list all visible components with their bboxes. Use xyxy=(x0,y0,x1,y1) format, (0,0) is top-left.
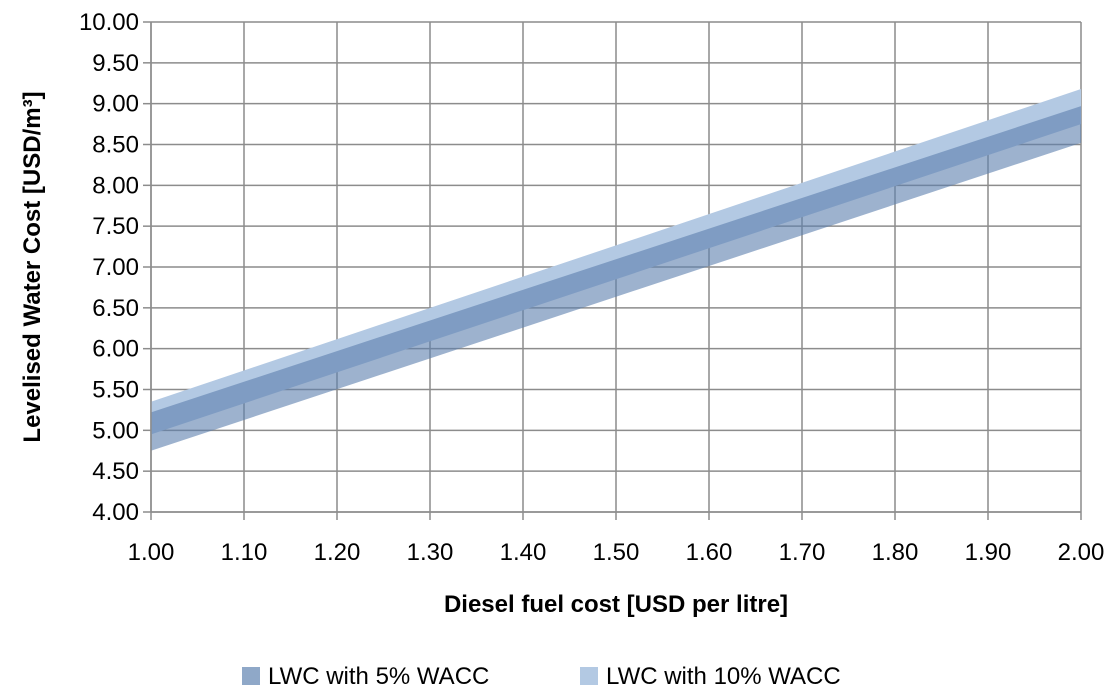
y-tick-label: 4.50 xyxy=(92,458,139,485)
series-bands xyxy=(151,88,1081,451)
y-tick-label: 7.00 xyxy=(92,254,139,281)
y-tick-label: 5.50 xyxy=(92,377,139,404)
x-axis-title: Diesel fuel cost [USD per litre] xyxy=(444,591,788,618)
x-tick-label: 1.60 xyxy=(686,539,733,566)
y-tick-label: 4.00 xyxy=(92,499,139,526)
legend: LWC with 5% WACC LWC with 10% WACC xyxy=(242,663,841,690)
x-tick-label: 1.20 xyxy=(314,539,361,566)
legend-label: LWC with 10% WACC xyxy=(606,663,841,690)
y-tick-label: 7.50 xyxy=(92,213,139,240)
y-tick-label: 5.00 xyxy=(92,417,139,444)
x-tick-label: 1.10 xyxy=(221,539,268,566)
legend-swatch xyxy=(242,667,260,685)
axes xyxy=(143,21,1082,520)
x-tick-label: 1.70 xyxy=(779,539,826,566)
y-tick-label: 10.00 xyxy=(79,9,139,36)
series-band xyxy=(151,106,1081,451)
y-tick-label: 6.00 xyxy=(92,336,139,363)
x-tick-label: 1.50 xyxy=(593,539,640,566)
tick-labels: 4.00 4.50 5.00 5.50 6.00 6.50 7.00 7.50 8.00 8.50… xyxy=(79,9,1104,566)
x-tick-label: 1.30 xyxy=(407,539,454,566)
x-tick-label: 1.00 xyxy=(128,539,175,566)
legend-swatch xyxy=(580,667,598,685)
y-axis-title: Levelised Water Cost [USD/m³] xyxy=(19,91,46,442)
x-tick-label: 1.40 xyxy=(500,539,547,566)
y-tick-label: 9.50 xyxy=(92,50,139,77)
y-tick-label: 8.00 xyxy=(92,172,139,199)
y-tick-label: 6.50 xyxy=(92,295,139,322)
y-tick-label: 9.00 xyxy=(92,91,139,118)
y-tick-label: 8.50 xyxy=(92,132,139,159)
x-tick-label: 2.00 xyxy=(1058,539,1105,566)
x-tick-label: 1.80 xyxy=(872,539,919,566)
legend-label: LWC with 5% WACC xyxy=(268,663,489,690)
x-tick-label: 1.90 xyxy=(965,539,1012,566)
grid xyxy=(150,21,1082,513)
